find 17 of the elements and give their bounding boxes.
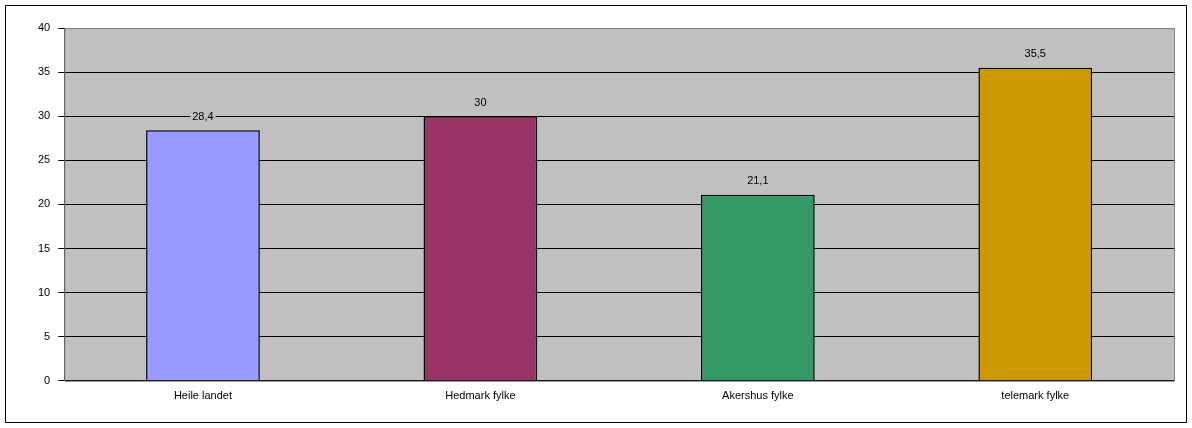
- y-tick-label: 35: [37, 65, 51, 78]
- x-tick-label: telemark fylke: [1001, 389, 1070, 402]
- x-tick-label: Hedmark fylke: [445, 389, 516, 402]
- data-label: 28,4: [192, 109, 214, 122]
- y-tick-label: 25: [37, 153, 51, 166]
- y-tick-label: 20: [37, 197, 51, 210]
- x-tick-label: Heile landet: [173, 389, 232, 402]
- y-tick-label: 40: [37, 21, 51, 34]
- data-label: 30: [474, 95, 487, 108]
- data-label: 35,5: [1024, 47, 1046, 60]
- y-tick-label: 10: [37, 285, 51, 298]
- y-tick-label: 15: [37, 241, 51, 254]
- y-tick-label: 0: [44, 373, 51, 386]
- x-tick-label: Akershus fylke: [722, 389, 794, 402]
- y-tick-label: 30: [37, 109, 51, 122]
- data-label: 21,1: [747, 174, 769, 187]
- y-tick-label: 5: [44, 329, 51, 342]
